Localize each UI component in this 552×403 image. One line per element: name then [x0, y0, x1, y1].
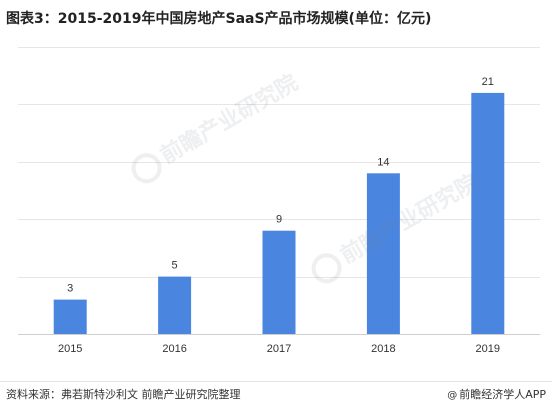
bar-2017	[262, 230, 296, 334]
data-labels: 3 5 9 14 21	[67, 76, 494, 295]
bar-2015	[53, 299, 87, 334]
data-label-2017: 9	[276, 214, 282, 226]
bar-2018	[366, 173, 400, 334]
x-tick-label-2017: 2017	[267, 343, 291, 355]
data-label-2016: 5	[172, 260, 178, 272]
data-label-2019: 21	[482, 76, 494, 88]
bars	[53, 92, 505, 335]
source-text: 资料来源：弗若斯特沙利文 前瞻产业研究院整理	[6, 388, 241, 401]
bar-2016	[158, 276, 192, 334]
chart-title: 图表3：2015-2019年中国房地产SaaS产品市场规模(单位：亿元)	[6, 11, 432, 27]
data-label-2015: 3	[67, 283, 73, 295]
footer-divider	[0, 381, 552, 382]
x-tick-label-2018: 2018	[371, 343, 395, 355]
x-tick-label-2016: 2016	[162, 343, 186, 355]
bar-2019	[471, 92, 505, 335]
x-tick-label-2015: 2015	[58, 343, 82, 355]
credit-text: 前瞻经济学人APP	[459, 388, 546, 401]
credit: @ 前瞻经济学人APP	[447, 386, 546, 402]
at-icon: @	[447, 390, 458, 401]
data-label-2018: 14	[377, 156, 389, 168]
x-tick-label-2019: 2019	[476, 343, 500, 355]
x-tick-labels: 2015 2016 2017 2018 2019	[58, 343, 500, 355]
